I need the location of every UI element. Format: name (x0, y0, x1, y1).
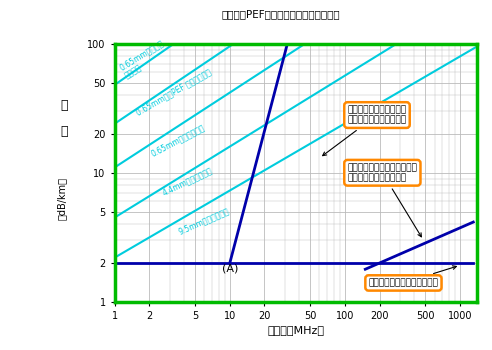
Text: 失: 失 (60, 125, 68, 138)
Text: ［dB/km］: ［dB/km］ (57, 177, 67, 220)
Text: 0.65mm同軸ケーブル: 0.65mm同軸ケーブル (149, 122, 206, 158)
Text: 0.65mm市内通信
ケーブル: 0.65mm市内通信 ケーブル (118, 38, 170, 80)
Text: 0.65mm市外PEF 通信ケーブル: 0.65mm市外PEF 通信ケーブル (135, 67, 213, 117)
Text: （注）　PEF（発泡ポリエチレン絶縁）: （注） PEF（発泡ポリエチレン絶縁） (221, 9, 340, 19)
Text: 9.5mm同軸ケーブル: 9.5mm同軸ケーブル (177, 206, 231, 237)
Text: 4.4mm同軸ケーブル: 4.4mm同軸ケーブル (160, 165, 214, 197)
Text: 損: 損 (60, 99, 68, 112)
Text: (A): (A) (221, 264, 238, 273)
Text: ステップ・インデクス型
マルチモード光ファイバ: ステップ・インデクス型 マルチモード光ファイバ (323, 105, 406, 156)
X-axis label: 周波数［MHz］: 周波数［MHz］ (267, 325, 324, 335)
Text: シングル・モード光ファイバ: シングル・モード光ファイバ (369, 266, 457, 287)
Text: グレーデッド・インデクス型
マルチモード光ファイバ: グレーデッド・インデクス型 マルチモード光ファイバ (347, 163, 421, 237)
